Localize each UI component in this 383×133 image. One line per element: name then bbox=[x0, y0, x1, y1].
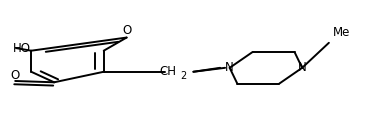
Text: N: N bbox=[298, 61, 306, 74]
Text: Me: Me bbox=[333, 26, 350, 39]
Text: O: O bbox=[122, 24, 131, 38]
Text: N: N bbox=[225, 61, 234, 74]
Text: 2: 2 bbox=[180, 71, 186, 81]
Text: HO: HO bbox=[13, 42, 31, 55]
Text: O: O bbox=[10, 69, 20, 82]
Text: CH: CH bbox=[159, 65, 176, 78]
